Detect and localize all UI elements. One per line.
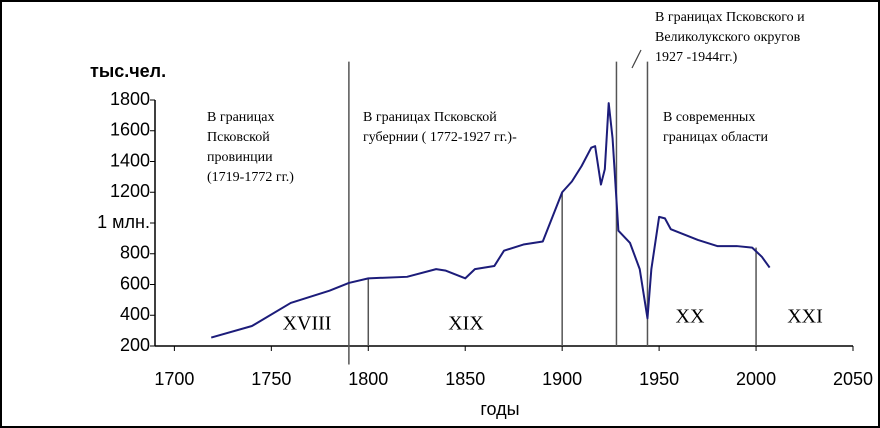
y-tick-label: 600 [120, 273, 150, 293]
annotation: границах области [663, 130, 768, 145]
century-label: XIX [448, 313, 484, 335]
y-tick-label: 1200 [110, 181, 150, 201]
annotation: Псковской [207, 130, 270, 145]
annotation: (1719-1772 гг.) [207, 170, 294, 185]
y-axis-label: тыс.чел. [90, 61, 166, 81]
x-tick-label: 1700 [154, 369, 194, 389]
century-label: XX [676, 306, 705, 328]
x-tick-label: 1950 [639, 369, 679, 389]
century-label: XVIII [283, 313, 332, 335]
annotation: В границах Псковской [363, 110, 497, 125]
x-axis-label: годы [480, 399, 519, 419]
x-tick-label: 1750 [251, 369, 291, 389]
y-tick-label: 1800 [110, 89, 150, 109]
x-tick-label: 1800 [348, 369, 388, 389]
x-tick-label: 1900 [542, 369, 582, 389]
annotation: Великолукского округов [655, 30, 801, 45]
y-tick-label: 800 [120, 243, 150, 263]
x-tick-label: 1850 [445, 369, 485, 389]
annotation: провинции [207, 150, 273, 165]
y-tick-label: 1400 [110, 150, 150, 170]
y-tick-label: 1600 [110, 120, 150, 140]
y-tick-label: 1 млн. [97, 212, 150, 232]
century-label: XXI [787, 306, 823, 328]
annotation: В границах Псковского и [655, 10, 805, 25]
y-tick-label: 400 [120, 304, 150, 324]
annotation: В современных [663, 110, 755, 125]
y-tick-label: 200 [120, 335, 150, 355]
series-line [210, 102, 771, 339]
annotation: 1927 -1944гг.) [655, 50, 738, 65]
x-tick-label: 2000 [736, 369, 776, 389]
x-tick-label: 2050 [833, 369, 873, 389]
pointer [631, 49, 642, 69]
annotation: губернии ( 1772-1927 гг.)- [363, 130, 517, 145]
annotation: В границах [207, 110, 274, 125]
